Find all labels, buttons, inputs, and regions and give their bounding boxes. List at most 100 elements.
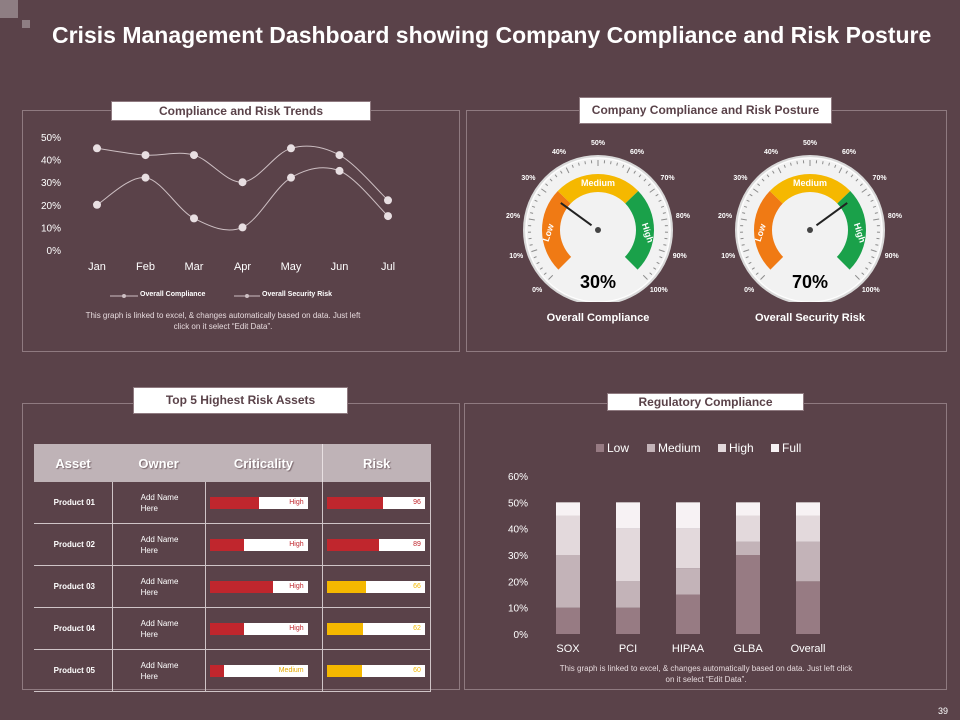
gauge-scale-label: 50% (590, 140, 605, 147)
legend-label-medium: Medium (658, 441, 701, 455)
gauge-tick (865, 267, 869, 270)
gauge-rim (525, 157, 671, 302)
risk-value: 66 (413, 582, 421, 590)
gauge-tick (533, 256, 537, 259)
gauge-tick (870, 199, 874, 202)
asset-cell: Product 04 (34, 607, 113, 650)
criticality-level: Medium (278, 666, 304, 674)
gauge-tick (643, 178, 647, 182)
gauge-tick (828, 162, 831, 166)
gauge-scale-label: 30% (733, 175, 748, 183)
gauge-tick (838, 167, 843, 174)
gauge-tick (661, 218, 668, 221)
gauge-scale-label: 70% (660, 175, 675, 183)
data-point (141, 173, 150, 182)
asset-cell: Product 02 (34, 523, 113, 566)
risk-bar: 89 (326, 538, 425, 551)
criticality-level: High (289, 624, 304, 632)
asset-name: Product 02 (53, 540, 95, 549)
criticality-cell: High (205, 565, 323, 608)
security-risk-gauge-label: Overall Security Risk (754, 312, 866, 324)
legend-swatch-high (718, 444, 726, 452)
trends-line-chart[interactable]: 0% 10% 20% 30% 40% 50% Jan Feb Mar Apr May Jun Jul (30, 128, 450, 308)
criticality-cell: High (205, 482, 323, 524)
gauge-tick (528, 218, 535, 221)
header-asset: Asset (34, 444, 113, 482)
table-row: Product 03 Add Name Here High 66 (34, 565, 432, 608)
owner-name-line2: Here (140, 629, 158, 639)
gauge-tick (855, 178, 859, 182)
gauge-zone-medium (769, 174, 851, 204)
gauge-tick (659, 256, 663, 259)
gauge-scale-label: 60% (630, 149, 645, 157)
owner-name: Add Name (140, 618, 179, 628)
bar-segment-medium (796, 541, 820, 582)
owner-name-line2: Here (140, 587, 158, 597)
gauge-tick (660, 205, 665, 208)
criticality-level: High (289, 498, 304, 506)
criticality-bar: High (209, 580, 308, 593)
gauge-tick (753, 188, 759, 193)
asset-cell: Product 01 (34, 482, 113, 524)
x-tick-label: Jan (88, 261, 106, 273)
gauge-tick (577, 162, 580, 166)
gauge-tick (749, 193, 753, 197)
gauge-tick (655, 193, 659, 197)
regulatory-bar-chart[interactable]: 0% 10% 20% 30% 40% 50% 60% SOX PCI HIPAA GLBA Overa… (500, 436, 830, 658)
y-tick-label: 0% (514, 630, 529, 641)
gauge-zone-high (836, 191, 866, 270)
criticality-bar: High (209, 538, 308, 551)
gauge-scale-label: 70% (872, 175, 887, 183)
gauge-tick (539, 267, 543, 270)
legend-swatch-full (771, 444, 779, 452)
gauge-zone-medium (557, 174, 639, 204)
gauge-scale-label: 20% (506, 212, 521, 220)
owner-name: Add Name (140, 576, 179, 586)
risk-cell: 62 (322, 607, 432, 650)
gauge-scale-label: 80% (675, 212, 690, 220)
bar-segment-medium (736, 541, 760, 555)
risk-bar: 62 (326, 622, 425, 635)
data-point (287, 144, 295, 153)
gauge-scale-label: 80% (887, 212, 902, 220)
bar-segment-low (556, 607, 580, 634)
header-owner: Owner (112, 444, 206, 482)
page-number: 39 (937, 706, 948, 716)
gauge-scale-label: 50% (802, 140, 817, 147)
gauge-tick (610, 161, 612, 165)
y-tick-label: 10% (41, 223, 61, 234)
gauge-tick (822, 161, 824, 165)
owner-name: Add Name (140, 660, 179, 670)
bar-segment-high (676, 528, 700, 569)
gauge-tick (760, 274, 766, 280)
asset-name: Product 04 (53, 624, 95, 633)
gauge-scale-label: 0% (532, 286, 543, 294)
gauge-tick (560, 170, 563, 174)
series-line-1 (96, 167, 389, 231)
legend-label-low: Low (607, 441, 629, 455)
page-title: Crisis Management Dashboard showing Comp… (52, 22, 932, 48)
bar-segment-full (616, 502, 640, 529)
data-point (190, 214, 198, 223)
risk-value: 62 (413, 624, 421, 632)
gauge-tick (649, 272, 653, 276)
gauge-tick (777, 167, 782, 174)
gauge-tick (633, 170, 636, 174)
y-tick-label: 20% (41, 201, 61, 212)
criticality-bar-fill (209, 496, 259, 509)
table-row: Product 02 Add Name Here High 89 (34, 523, 432, 566)
asset-name: Product 01 (53, 498, 95, 507)
header-criticality: Criticality (205, 444, 323, 482)
gauge-tick (647, 183, 651, 187)
risk-bar-fill (326, 580, 366, 593)
y-tick-label: 40% (41, 156, 61, 167)
gauge-hub (807, 227, 813, 233)
regulatory-panel-title: Regulatory Compliance (607, 393, 804, 411)
gauge-scale-label: 100% (649, 286, 668, 294)
trends-panel-title: Compliance and Risk Trends (111, 101, 371, 121)
table-row: Product 05 Add Name Here Medium 60 (34, 649, 432, 692)
x-tick-label: Jul (381, 261, 395, 273)
gauge-tick (531, 249, 538, 253)
